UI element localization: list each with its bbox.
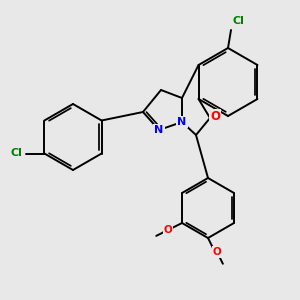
Text: O: O: [163, 225, 172, 235]
Text: N: N: [177, 117, 187, 127]
Text: O: O: [213, 247, 221, 257]
Text: N: N: [154, 125, 164, 135]
Text: Cl: Cl: [232, 16, 244, 26]
Text: O: O: [210, 110, 220, 122]
Text: Cl: Cl: [11, 148, 22, 158]
